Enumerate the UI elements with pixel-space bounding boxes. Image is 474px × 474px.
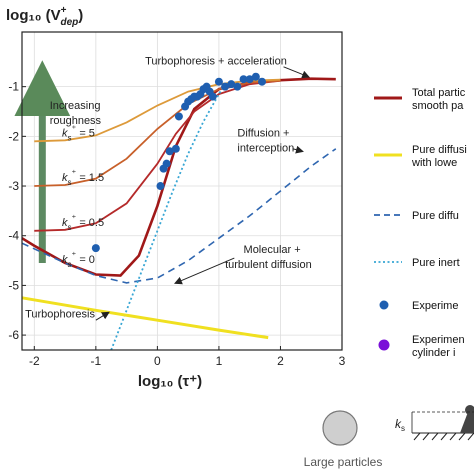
annotation-text: Turbophoresis	[25, 309, 95, 321]
data-point	[156, 182, 165, 191]
x-tick-label: 2	[277, 354, 284, 368]
series-line	[21, 296, 269, 340]
y-axis-label: log₁₀ (V+ dep)	[6, 5, 83, 28]
series-line	[110, 83, 226, 351]
annotation-text: Increasing	[50, 100, 101, 112]
ks-label: ks⁺ = 0	[62, 250, 95, 269]
x-tick-label: -1	[91, 354, 102, 368]
surface-hatch	[467, 432, 474, 441]
x-tick-label: 1	[216, 354, 223, 368]
data-point	[233, 82, 242, 91]
legend-marker	[378, 339, 390, 351]
large-particles-label: Large particles	[304, 455, 383, 469]
surface-hatch	[440, 432, 448, 441]
data-point	[91, 244, 100, 253]
legend-label: Experime	[412, 300, 458, 312]
y-tick-label: -2	[8, 129, 19, 143]
data-point	[174, 112, 183, 121]
ks-sketch-label: ks	[395, 417, 405, 433]
legend-marker	[379, 300, 389, 310]
surface-hatch	[449, 432, 457, 441]
surface-hatch	[422, 432, 430, 441]
x-tick-label: -2	[29, 354, 40, 368]
annotation-arrow	[292, 145, 304, 154]
data-point	[171, 144, 180, 153]
x-axis-label: log₁₀ (τ⁺)	[138, 373, 202, 390]
ks-label: ks⁺ = 0.5	[62, 213, 104, 232]
y-tick-label: -4	[8, 229, 19, 243]
series-line	[34, 78, 281, 143]
axes-frame	[21, 31, 343, 351]
data-point	[214, 77, 223, 86]
annotation-arrow	[174, 257, 235, 285]
annotation-text: interception	[237, 142, 294, 154]
legend-label-line2: smooth pa	[412, 100, 464, 112]
surface-hatch	[458, 432, 466, 441]
data-point	[208, 92, 217, 101]
large-particle-illustration	[322, 410, 358, 446]
legend-label: Pure inert	[412, 257, 460, 269]
annotation-text: Diffusion +	[237, 127, 289, 139]
data-point	[239, 75, 248, 84]
surface-hatch	[431, 432, 439, 441]
ks-label: ks⁺ = 1.5	[62, 168, 104, 187]
legend-label-line2: cylinder i	[412, 347, 455, 359]
roughness-element	[460, 412, 474, 433]
annotation-arrow	[283, 66, 311, 79]
annotation-arrow	[95, 311, 110, 321]
annotation-text: Turbophoresis + acceleration	[145, 55, 287, 67]
data-point	[251, 72, 260, 81]
x-tick-label: 3	[339, 354, 346, 368]
data-point	[162, 159, 171, 168]
data-point	[221, 82, 230, 91]
figure-extras: Large particles ks	[304, 405, 474, 469]
surface-hatch	[413, 432, 421, 441]
ks-label: ks⁺ = 5	[62, 123, 95, 142]
legend-label: Experimen	[412, 334, 465, 346]
legend-label: Pure diffusi	[412, 144, 467, 156]
y-tick-label: -3	[8, 179, 19, 193]
annotation-text: turbulent diffusion	[225, 259, 312, 271]
y-tick-label: -5	[8, 278, 19, 292]
data-point	[245, 75, 254, 84]
deposited-particle	[465, 405, 474, 415]
legend-label-line2: with lowe	[411, 157, 457, 169]
annotation-text: Molecular +	[244, 244, 301, 256]
x-tick-label: 0	[154, 354, 161, 368]
y-tick-label: -6	[8, 328, 19, 342]
plot-area: ks⁺ = 5 ks⁺ = 1.5 ks⁺ = 0.5 ks⁺ = 0 Turbopho…	[6, 5, 346, 390]
legend-label: Pure diffu	[412, 210, 459, 222]
y-tick-label: -1	[8, 80, 19, 94]
annotation-text: roughness	[50, 115, 102, 127]
data-point	[227, 80, 236, 89]
data-point	[258, 77, 266, 86]
data-point	[165, 147, 174, 156]
legend-label: Total partic	[412, 87, 466, 99]
